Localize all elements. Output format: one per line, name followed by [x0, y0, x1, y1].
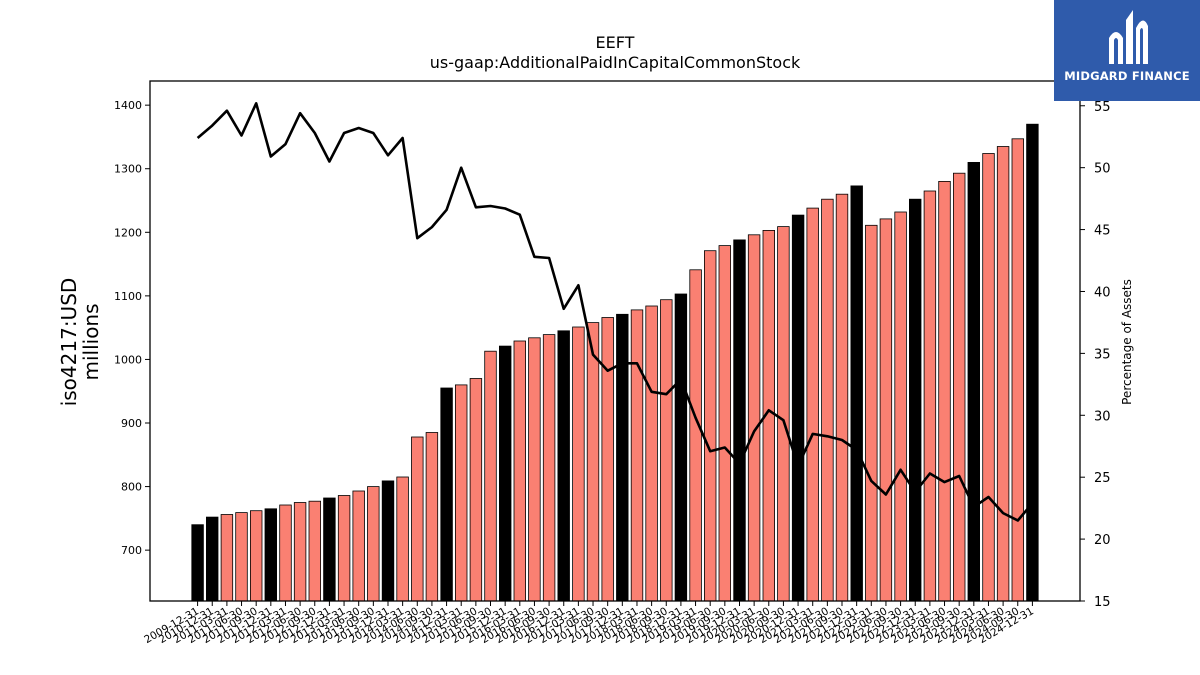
- chart-subtitle: us-gaap:AdditionalPaidInCapitalCommonSto…: [430, 53, 801, 72]
- bar: [601, 317, 614, 602]
- y-axis-label-line: iso4217:USD: [57, 278, 81, 407]
- y-tick-label: 1300: [114, 163, 142, 176]
- bar: [205, 516, 219, 602]
- bar: [938, 180, 951, 602]
- y2-tick-label: 50: [1094, 162, 1111, 177]
- bar: [308, 500, 322, 602]
- bar: [440, 387, 453, 602]
- y2-tick-label: 55: [1094, 100, 1111, 115]
- bar: [747, 234, 761, 602]
- bar: [879, 218, 893, 602]
- bar: [249, 510, 263, 602]
- bar: [191, 524, 204, 602]
- bar: [542, 334, 556, 602]
- bar: [586, 322, 600, 602]
- bar: [528, 337, 541, 602]
- logo-text: MIDGARD FINANCE: [1064, 69, 1190, 83]
- bar: [733, 239, 746, 602]
- bar: [791, 214, 805, 602]
- midgard-finance-logo: MIDGARD FINANCE: [1054, 0, 1200, 101]
- y2-tick-label: 15: [1094, 595, 1111, 610]
- bar-series: [191, 123, 1039, 602]
- bar: [557, 330, 570, 602]
- bar: [1026, 123, 1039, 602]
- bar: [279, 504, 292, 602]
- bar: [630, 309, 644, 602]
- bar: [645, 305, 658, 602]
- bar: [923, 190, 937, 602]
- bar: [835, 193, 849, 602]
- bar: [982, 153, 995, 602]
- bar: [806, 207, 819, 602]
- bar: [484, 350, 497, 602]
- bar: [996, 146, 1010, 602]
- bar: [235, 512, 248, 602]
- bar: [425, 432, 439, 602]
- bar: [865, 224, 878, 602]
- bar: [337, 495, 351, 602]
- logo-mark-icon: [1109, 10, 1148, 64]
- bar: [572, 326, 585, 602]
- bar: [323, 497, 336, 602]
- y2-axis-label: Percentage of Assets: [1120, 279, 1134, 405]
- bar: [777, 226, 790, 602]
- bar: [469, 378, 483, 602]
- bar: [513, 340, 527, 602]
- y2-tick-label: 30: [1094, 409, 1111, 424]
- bar: [967, 161, 981, 602]
- bar: [454, 384, 468, 602]
- bar: [293, 502, 307, 602]
- bar: [352, 490, 365, 602]
- y-tick-label: 900: [121, 417, 142, 430]
- bar: [396, 476, 409, 602]
- y2-tick-label: 40: [1094, 285, 1111, 300]
- bar: [894, 211, 907, 602]
- chart-title: EEFT: [596, 33, 635, 52]
- bar: [660, 299, 673, 602]
- y-tick-label: 800: [121, 481, 142, 494]
- line-series: [196, 102, 1034, 522]
- plot-frame: [149, 80, 1081, 602]
- bar: [953, 172, 966, 602]
- y2-tick-label: 45: [1094, 224, 1111, 239]
- bar: [264, 508, 278, 602]
- y-axis-label-line: millions: [79, 303, 103, 380]
- y2-tick-label: 35: [1094, 347, 1111, 362]
- bar: [704, 250, 717, 602]
- bar: [850, 185, 863, 602]
- bar: [909, 198, 922, 602]
- bar: [367, 486, 380, 602]
- y2-tick-label: 25: [1094, 471, 1111, 486]
- bar: [718, 245, 732, 602]
- y-tick-label: 1400: [114, 99, 142, 112]
- bar: [381, 480, 395, 602]
- y-tick-label: 1200: [114, 226, 142, 239]
- bar: [411, 436, 424, 602]
- bar: [821, 198, 834, 602]
- bar: [616, 313, 629, 602]
- bar: [1011, 138, 1025, 602]
- series-line-percentage-of-assets: [196, 102, 1034, 522]
- bar: [689, 269, 702, 602]
- y2-tick-label: 20: [1094, 533, 1111, 548]
- bar: [498, 345, 512, 602]
- y-tick-label: 1100: [114, 290, 142, 303]
- y-tick-label: 700: [121, 544, 142, 557]
- bar: [220, 514, 234, 602]
- bar: [674, 293, 688, 602]
- y-axis-label: iso4217:USDmillions: [57, 278, 103, 407]
- y-tick-label: 1000: [114, 353, 142, 366]
